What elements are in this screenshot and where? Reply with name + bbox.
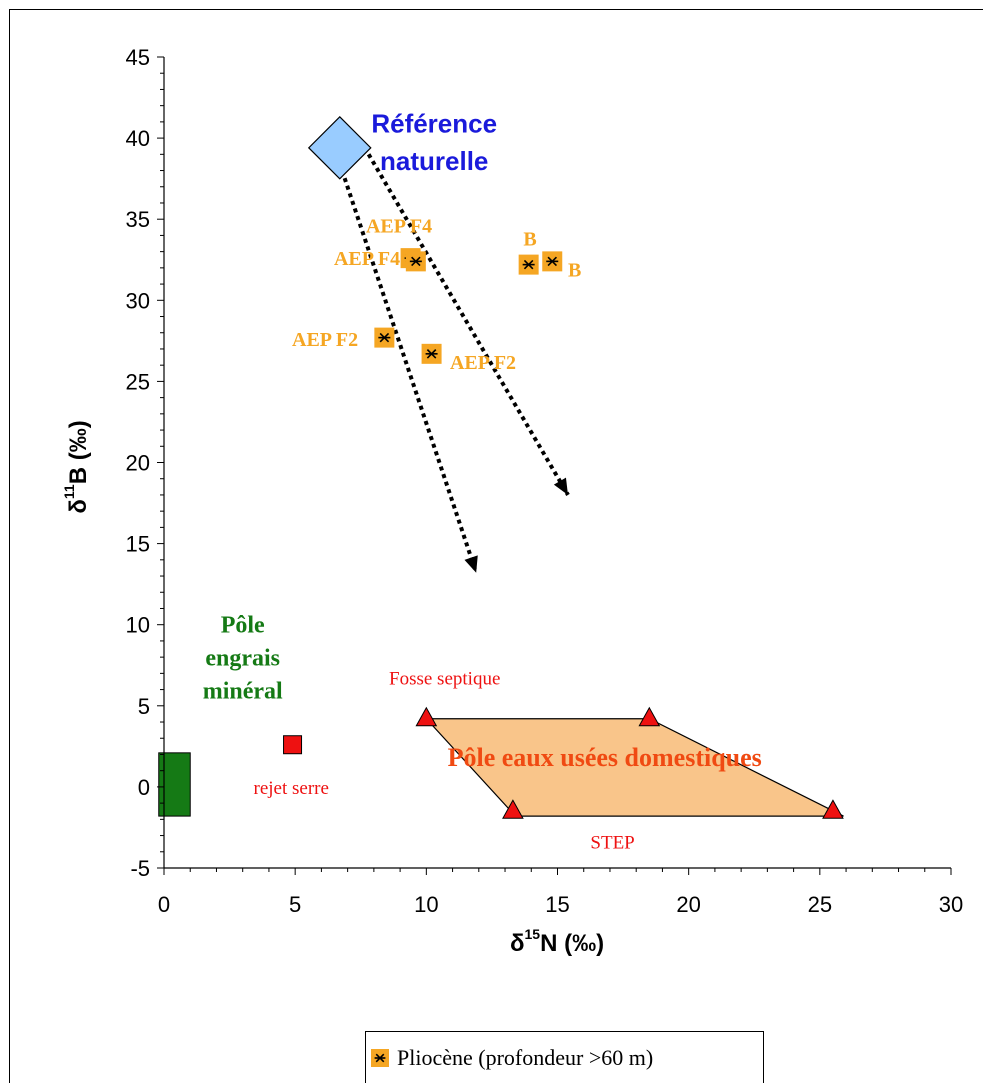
x-tick-label: 15 bbox=[545, 892, 569, 917]
trend-arrow-head bbox=[464, 555, 478, 573]
pliocene-point-star bbox=[411, 256, 421, 267]
legend: Pliocène (profondeur >60 m) bbox=[365, 1031, 764, 1083]
y-axis-title-sup: 11 bbox=[61, 484, 77, 499]
trend-arrow-head bbox=[553, 477, 568, 495]
x-axis-title-prefix: δ bbox=[510, 930, 525, 957]
greenhouse-reject-label: rejet serre bbox=[254, 778, 329, 799]
pliocene-point-star bbox=[379, 332, 390, 343]
legend-box bbox=[365, 1031, 764, 1083]
arrow-layer bbox=[332, 147, 570, 574]
y-tick-label: 20 bbox=[126, 451, 150, 476]
point-label: B bbox=[523, 229, 536, 251]
y-axis-title-prefix: δ bbox=[65, 499, 92, 514]
x-axis-title-main: N (‰) bbox=[540, 930, 604, 957]
reference-label-line1: Référence bbox=[371, 109, 497, 139]
y-tick-label: 25 bbox=[126, 369, 150, 394]
y-tick-label: 35 bbox=[126, 207, 150, 232]
x-tick-label: 30 bbox=[939, 892, 963, 917]
greenhouse-reject-marker bbox=[283, 735, 303, 755]
domestic-pole-area bbox=[424, 718, 844, 817]
point-label: AEP F2 bbox=[450, 352, 516, 374]
domestic-sample-triangle bbox=[638, 706, 661, 727]
domestic-pole-layer: Pôle eaux usées domestiques Fosse septiqu… bbox=[389, 669, 844, 854]
x-tick-label: 20 bbox=[676, 892, 700, 917]
reference-layer: Référence naturelle bbox=[307, 109, 497, 180]
pliocene-point-star bbox=[375, 1053, 385, 1063]
pliocene-point-star bbox=[523, 259, 534, 270]
axis-ticks: -5 0 5 10 15 20 25 30 35 40 45 0 5 10 15 20 25 30 bbox=[126, 45, 964, 917]
pliocene-point-star bbox=[547, 256, 558, 267]
step-label: STEP bbox=[590, 833, 634, 854]
fertilizer-pole-label: minéral bbox=[203, 679, 283, 705]
reference-label-line2: naturelle bbox=[380, 146, 488, 176]
pliocene-point-star bbox=[426, 349, 437, 359]
y-tick-label: 15 bbox=[126, 532, 150, 557]
legend-marker bbox=[371, 1049, 389, 1067]
fertilizer-pole-label: engrais bbox=[205, 646, 280, 672]
y-tick-label: -5 bbox=[130, 856, 150, 881]
x-tick-label: 0 bbox=[158, 892, 170, 917]
trend-arrow-line bbox=[332, 147, 479, 574]
domestic-sample-triangle bbox=[822, 799, 844, 819]
chart-frame bbox=[9, 9, 983, 1083]
point-label: AEP F2 bbox=[292, 329, 358, 351]
domestic-sample-triangle bbox=[502, 799, 524, 819]
y-tick-label: 0 bbox=[138, 775, 150, 800]
y-axis-title: δ11B (‰) bbox=[61, 420, 92, 513]
y-tick-label: 30 bbox=[126, 288, 150, 313]
trend-arrow-line bbox=[366, 153, 570, 496]
point-label: AEP F4 bbox=[366, 216, 432, 238]
fertilizer-pole-label: Pôle bbox=[221, 613, 265, 639]
y-tick-label: 5 bbox=[138, 694, 150, 719]
x-tick-label: 25 bbox=[808, 892, 832, 917]
point-label: AEP F4 bbox=[334, 248, 400, 270]
y-axis-title-main: B (‰) bbox=[65, 420, 92, 484]
reference-diamond bbox=[307, 115, 372, 180]
x-tick-label: 5 bbox=[289, 892, 301, 917]
y-tick-label: 10 bbox=[126, 613, 150, 638]
point-label: B bbox=[568, 259, 581, 281]
domestic-pole-label: Pôle eaux usées domestiques bbox=[448, 743, 762, 772]
x-tick-label: 10 bbox=[414, 892, 438, 917]
points-layer bbox=[374, 248, 563, 364]
y-tick-label: 40 bbox=[126, 126, 150, 151]
point-labels-layer: AEP F4 AEP F4 AEP F2 AEP F2 B B bbox=[292, 216, 581, 374]
septic-tank-label: Fosse septique bbox=[389, 669, 500, 690]
legend-label: Pliocène (profondeur >60 m) bbox=[397, 1045, 653, 1070]
domestic-sample-triangle bbox=[415, 706, 438, 727]
y-tick-label: 45 bbox=[126, 45, 150, 70]
x-axis-title-sup: 15 bbox=[525, 926, 541, 942]
x-axis-title: δ15N (‰) bbox=[510, 926, 604, 957]
